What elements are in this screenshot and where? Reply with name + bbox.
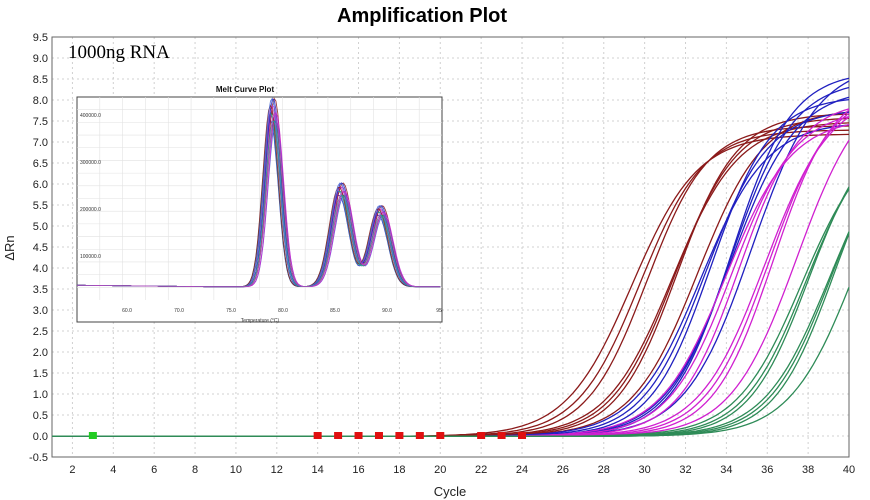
- x-tick-label: 4: [110, 464, 116, 476]
- inset-x-axis-label: Temperature (°C): [241, 318, 280, 324]
- inset-x-tick-label: 70.0: [174, 308, 184, 314]
- inset-y-tick-label: 300000.0: [80, 160, 101, 166]
- y-tick-label: 5.5: [33, 200, 48, 212]
- amplification-curve: [52, 287, 850, 438]
- x-tick-label: 24: [516, 464, 528, 476]
- melt-curves: [77, 97, 441, 288]
- x-axis-ticks: 2 4 6 8 10 12 14 16 18 20 22 24 26 28 30 32 34 36 38 40: [69, 464, 855, 476]
- y-tick-label: 7.0: [33, 137, 48, 149]
- x-tick-label: 14: [312, 464, 324, 476]
- y-tick-label: 4.5: [33, 242, 48, 254]
- y-tick-label: 0.5: [33, 410, 48, 422]
- x-tick-label: 38: [802, 464, 814, 476]
- threshold-marker-red: [334, 432, 343, 439]
- chart-title: Amplification Plot: [337, 5, 507, 27]
- y-tick-label: 5.0: [33, 221, 48, 233]
- x-tick-label: 28: [598, 464, 610, 476]
- x-tick-label: 22: [475, 464, 487, 476]
- x-tick-label: 16: [352, 464, 364, 476]
- y-tick-label: 9.5: [33, 32, 48, 44]
- x-tick-label: 6: [151, 464, 157, 476]
- plot-frame: [51, 36, 850, 458]
- inset-y-ticks: 400000.0 300000.0 200000.0 100000.0: [80, 113, 101, 260]
- y-tick-label: 9.0: [33, 53, 48, 65]
- melt-curve: [77, 112, 441, 288]
- x-tick-label: 8: [192, 464, 198, 476]
- y-tick-label: 6.5: [33, 158, 48, 170]
- threshold-marker-red: [518, 432, 527, 439]
- y-tick-label: 7.5: [33, 116, 48, 128]
- inset-x-tick-label: 60.0: [122, 308, 132, 314]
- x-tick-label: 36: [761, 464, 773, 476]
- x-tick-label: 26: [557, 464, 569, 476]
- inset-title: Melt Curve Plot: [216, 85, 275, 94]
- y-tick-label: 4.0: [33, 263, 48, 275]
- y-tick-label: 1.5: [33, 368, 48, 380]
- x-tick-label: 30: [639, 464, 651, 476]
- threshold-marker-red: [415, 432, 424, 439]
- y-tick-label: 0.0: [33, 431, 48, 443]
- threshold-marker-red: [395, 432, 404, 439]
- x-tick-label: 10: [230, 464, 242, 476]
- threshold-marker-green: [88, 432, 97, 439]
- threshold-marker-red: [354, 432, 363, 439]
- inset-x-tick-label: 75.0: [226, 308, 236, 314]
- inset-x-tick-label: 85.0: [330, 308, 340, 314]
- x-tick-label: 2: [69, 464, 75, 476]
- threshold-marker-red: [374, 432, 383, 439]
- melt-curve-inset: Melt Curve Plot 400000.0 300000.0 200000.0…: [76, 85, 443, 324]
- inset-x-tick-label: 95: [436, 308, 442, 314]
- y-axis-label: ΔRn: [2, 235, 17, 260]
- threshold-marker-red: [497, 432, 506, 439]
- amplification-curves: [52, 77, 850, 438]
- y-tick-label: 6.0: [33, 179, 48, 191]
- y-tick-label: 2.0: [33, 347, 48, 359]
- sample-annotation: 1000ng RNA: [68, 42, 170, 63]
- x-tick-label: 32: [679, 464, 691, 476]
- inset-x-ticks: 60.0 70.0 75.0 80.0 85.0 90.0 95: [122, 308, 442, 314]
- inset-grid: [77, 97, 442, 300]
- inset-y-tick-label: 200000.0: [80, 207, 101, 213]
- y-tick-label: 8.0: [33, 95, 48, 107]
- x-tick-label: 34: [720, 464, 732, 476]
- x-axis-label: Cycle: [434, 484, 467, 499]
- y-tick-label: 8.5: [33, 74, 48, 86]
- x-tick-label: 18: [393, 464, 405, 476]
- threshold-marker-red: [436, 432, 445, 439]
- inset-x-tick-label: 80.0: [278, 308, 288, 314]
- y-tick-label: 3.5: [33, 284, 48, 296]
- threshold-marker-red: [313, 432, 322, 439]
- x-tick-label: 20: [434, 464, 446, 476]
- threshold-marker-red: [477, 432, 486, 439]
- y-tick-label: 2.5: [33, 326, 48, 338]
- y-tick-label: -0.5: [29, 452, 48, 464]
- inset-x-tick-label: 90.0: [382, 308, 392, 314]
- x-tick-label: 12: [271, 464, 283, 476]
- x-tick-label: 40: [843, 464, 855, 476]
- threshold-markers: [88, 432, 527, 439]
- inset-y-tick-label: 400000.0: [80, 113, 101, 119]
- y-tick-label: 3.0: [33, 305, 48, 317]
- inset-y-tick-label: 100000.0: [80, 254, 101, 260]
- y-axis-ticks: -0.5 0.0 0.5 1.0 1.5 2.0 2.5 3.0 3.5 4.0 4.5 5.0 5.5…: [29, 32, 48, 464]
- y-tick-label: 1.0: [33, 389, 48, 401]
